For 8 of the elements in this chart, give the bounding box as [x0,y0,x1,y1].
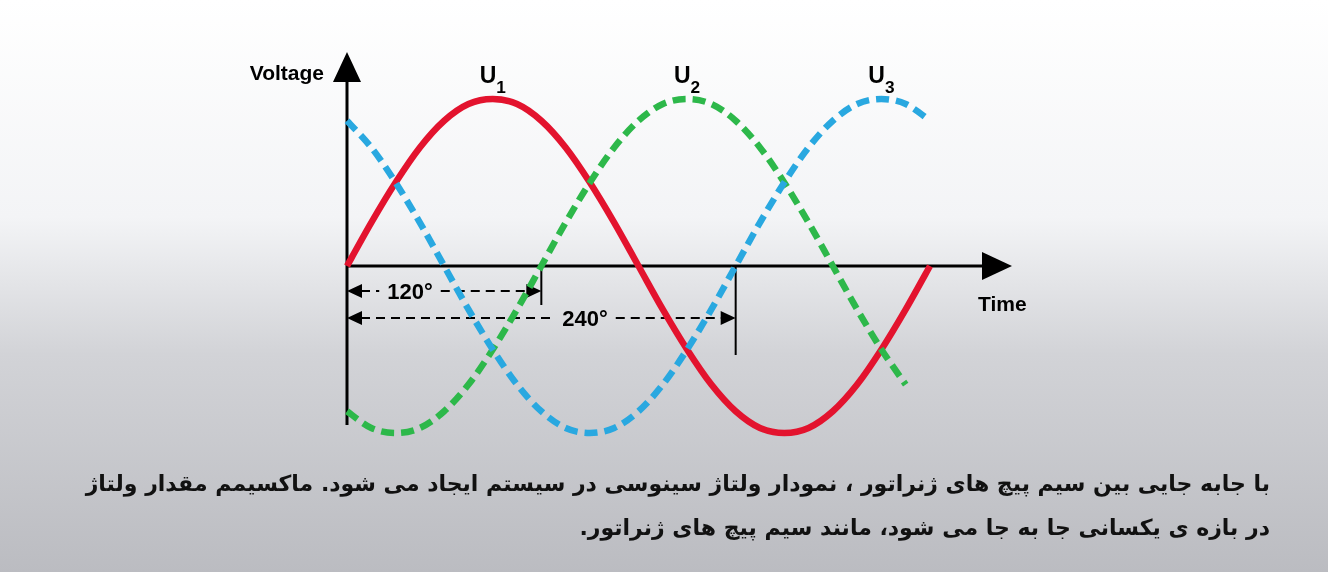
annotation: 240° [562,306,608,331]
series-label: U$_{2}$ [673,62,701,97]
y-axis-title: Voltage [249,61,324,84]
x-axis-title: Time [978,292,1027,315]
text: با جابه جایی بین سیم پیچ های ژنراتور ، نمودار ولتاژ سینوسی در سیستم ایجاد می شود. ماکسیمم مقدار ولتاژ در بازه ی یکسانی جا به جا می شود، مانند سیم پیچ های ژنراتور. [83,470,1270,543]
annotation: 120° [387,279,433,304]
series-label: U$_{3}$ [868,62,895,97]
series-label: U$_{1}$ [479,62,507,97]
